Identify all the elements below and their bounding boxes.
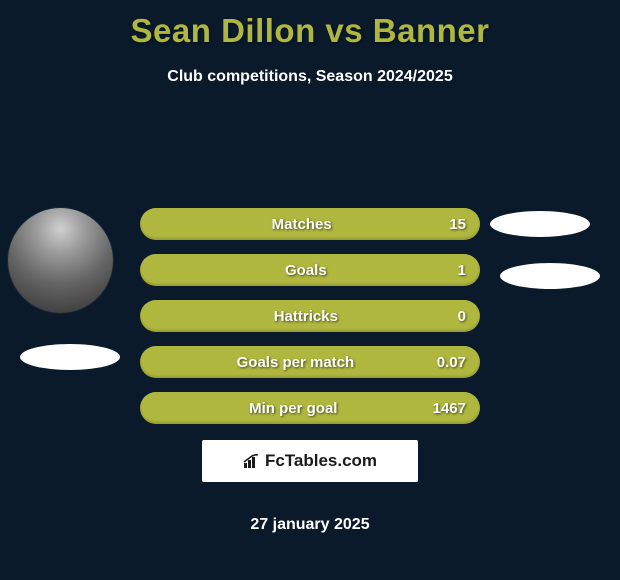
decor-ellipse-right-2: [500, 263, 600, 289]
metric-bar: Matches 15: [140, 208, 480, 240]
brand-badge: FcTables.com: [202, 440, 418, 482]
page-title: Sean Dillon vs Banner: [0, 0, 620, 50]
metric-value: 0.07: [437, 354, 466, 371]
decor-ellipse-left: [20, 344, 120, 370]
metric-value: 15: [449, 216, 466, 233]
bar-chart-icon: [243, 454, 261, 468]
metric-value: 0: [458, 308, 466, 325]
metric-label: Min per goal: [154, 400, 433, 417]
date-label: 27 january 2025: [0, 516, 620, 534]
metric-bar: Goals 1: [140, 254, 480, 286]
metric-bar: Hattricks 0: [140, 300, 480, 332]
metric-label: Matches: [154, 216, 449, 233]
metric-bar: Goals per match 0.07: [140, 346, 480, 378]
metric-label: Goals per match: [154, 354, 437, 371]
metric-value: 1467: [433, 400, 466, 417]
metric-label: Goals: [154, 262, 458, 279]
subtitle: Club competitions, Season 2024/2025: [0, 68, 620, 86]
metric-bars: Matches 15 Goals 1 Hattricks 0 Goals per…: [140, 208, 480, 438]
metric-label: Hattricks: [154, 308, 458, 325]
decor-ellipse-right-1: [490, 211, 590, 237]
metric-value: 1: [458, 262, 466, 279]
brand-name: FcTables.com: [265, 451, 377, 471]
player-avatar-left: [8, 208, 113, 313]
metric-bar: Min per goal 1467: [140, 392, 480, 424]
